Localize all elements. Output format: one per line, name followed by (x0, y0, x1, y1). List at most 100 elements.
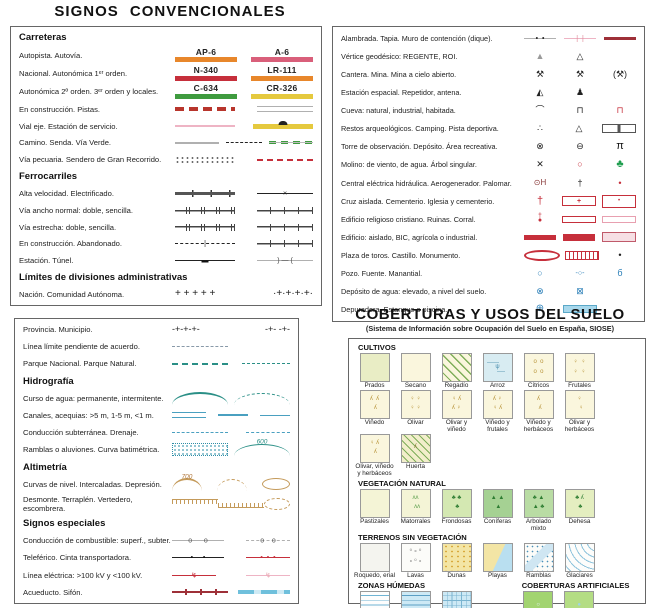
overlay-glyph: ↯ (265, 572, 271, 580)
overlay-glyph: 600 (256, 438, 268, 446)
cover-cell: ♣ ▲ ▲ ♣ Arbolado mixto (518, 488, 559, 533)
swatch-lavas: º ∘ º ∘ º ∘ (400, 543, 431, 573)
coberturas-header: COBERTURAS Y USOS DEL SUELO (Sistema de … (332, 306, 648, 333)
linea-electrica-alta-symbol: ↯ (172, 572, 216, 579)
legend-row: Nación. Comunidad Autónoma. + + + + + ·+·+… (19, 288, 313, 301)
overlay-glyph: · · (262, 429, 274, 437)
swatch-glaciares (564, 543, 595, 573)
swatch-pattern-glyphs: ʌʌ ʌʌ (412, 494, 421, 511)
cover-label: Viñedo (364, 418, 385, 426)
legend-row: En construcción. Pistas. (19, 103, 313, 116)
cover-cell: Glaciares (559, 543, 600, 580)
cover-cell: ʎ ʎ Viñedo y herbáceos (518, 389, 559, 434)
via-estrecha-doble-symbol (175, 223, 235, 231)
cover-label: Coníferas (483, 517, 512, 525)
torre-observacion-icon: ⊗ (536, 141, 544, 152)
section-header: Hidrografía (23, 375, 74, 387)
aerogenerador-icon: † (577, 177, 583, 188)
legend-symbols: ◭ ♟ (524, 88, 636, 97)
area-recreativa-icon: π (616, 140, 624, 153)
via-pecuaria-symbol (175, 156, 235, 164)
legend-label: Edificio religioso cristiano. Ruinas. Co… (341, 214, 476, 224)
legend-label: Desmonte. Terraplén. Vertedero, escombre… (23, 494, 133, 513)
cueva-natural-icon: ⌒ (535, 105, 545, 116)
manantial-icon: б (617, 267, 623, 278)
legend-label: En construcción. Abandonado. (19, 239, 123, 249)
cementerio-icon: + (562, 196, 596, 207)
legend-symbols (175, 156, 313, 164)
nacion-symbol: + + + + + (175, 288, 216, 300)
swatch-huerta: ʎ (400, 433, 431, 463)
cover-cell: ʌʌ ʌʌ Matorrales (395, 488, 436, 533)
swatch-playas (482, 543, 513, 573)
legend-row: Torre de observación. Depósito. Área rec… (341, 140, 636, 153)
cover-label: Frutales (568, 382, 591, 389)
road-code-label: AP-6 (195, 46, 217, 57)
legend-label: Cruz aislada. Cementerio. Iglesia y ceme… (341, 196, 495, 206)
swatch-pattern-glyphs: ʎ ♀ ♀ ʎ (492, 395, 503, 412)
swatch-vinedo: ʎ ʎ ʎ (359, 389, 390, 419)
legend-label: Vía ancho normal: doble, sencilla. (19, 205, 133, 215)
swatch-regadio (441, 353, 472, 382)
depresion-symbol (262, 478, 290, 491)
legend-row: Línea eléctrica: >100 kV y <100 kV. ↯ ↯ (23, 569, 290, 582)
legend-symbols: ⌒ ⊓ ⊓ (524, 106, 636, 115)
cover-cell: ʎ Huerta (395, 433, 436, 478)
cover-label: Matorrales (400, 517, 431, 525)
swatch-pattern-glyphs: ♀ ʎ ʎ ♀ (451, 395, 462, 412)
swatch-secano (400, 353, 431, 382)
via-estrecha-sencilla-symbol (257, 223, 313, 231)
legend-symbols: ⊗ ⊖ π (524, 141, 636, 152)
cover-cells: Prados Secano Regadío ψ Arroz o o o o Cítricos… (354, 353, 640, 478)
overlay-glyph: • • • (260, 554, 276, 562)
road-bar (251, 57, 313, 63)
swatch-pattern-glyphs: ♣ ♣ ♣ (451, 494, 462, 511)
legend-symbols: + + + + + ·+·+·+·+· (175, 289, 313, 299)
legend-symbols (175, 141, 313, 145)
cover-label: Olivar (407, 418, 424, 426)
curva-batimetrica-symbol: 600 (234, 439, 290, 456)
cover-cells: ○Parques y Jardines●Campo de Golf▪ ◆ ◆ ▪… (518, 591, 640, 608)
estacion-espacial-icon: ◭ (536, 87, 544, 98)
legend-label: Depuradora. Estanque o piscina. (341, 304, 448, 314)
swatch-vinedo-frutales: ʎ ♀ ♀ ʎ (482, 389, 513, 419)
legend-symbols: ✕ ○ ♣ (524, 159, 636, 170)
legend-row: Vía estrecha: doble, sencilla. (19, 221, 313, 234)
panel-carreteras-ferrocarriles: Carreteras Autopista. Autovía. AP-6 A-6 Naci… (10, 26, 322, 306)
legend-symbols (175, 106, 313, 113)
swatch-olivar-vinedo: ♀ ʎ ʎ ♀ (441, 389, 472, 419)
legend-symbols: † + • (524, 194, 636, 208)
legend-label: Curvas de nivel. Intercaladas. Depresión… (23, 479, 162, 489)
overlay-glyph: o o (260, 537, 276, 545)
cover-label: Arroz (489, 382, 506, 389)
swatch-prados (359, 353, 390, 382)
acueducto-symbol (172, 589, 228, 596)
legend-label: Torre de observación. Depósito. Área rec… (341, 142, 498, 152)
legend-label: Vía estrecha: doble, sencilla. (19, 222, 117, 232)
tapia-symbol: | | (564, 36, 596, 43)
overlay-glyph: 700 (181, 473, 193, 481)
canal-menor-symbol (260, 414, 290, 416)
swatch-pattern-glyphs: ♀ ♀ (577, 395, 584, 412)
legend-symbols: 700 (172, 474, 290, 491)
overlay-glyph: | | (576, 35, 584, 43)
legend-symbols: -+-+-+- -+- -+- (172, 325, 290, 334)
cover-cell: ♣ ♣ ♣ Frondosas (436, 488, 477, 533)
cover-cell: ʎ ʎ ʎ Viñedo (354, 389, 395, 434)
cover-cell: ʎ ♀ ♀ ʎ Viñedo y frutales (477, 389, 518, 434)
cover-cell: ●Campo de Golf (559, 591, 600, 608)
swatch-pattern-glyphs: ʎ ʎ (537, 395, 542, 412)
autopista-shield: AP-6 (175, 48, 237, 63)
cover-cell: ♀ ♀ Olivar y herbáceos (559, 389, 600, 434)
legend-row: Central eléctrica hidráulica. Aerogenera… (341, 177, 636, 190)
cover-cell: Playas (477, 543, 518, 580)
curso-intermitente-symbol (234, 392, 290, 405)
sendero-gr-symbol (257, 158, 313, 161)
legend-label: Cantera. Mina. Mina a cielo abierto. (341, 70, 457, 80)
legend-row: Curso de agua: permanente, intermitente. (23, 391, 290, 405)
cover-group: TERRENOS SIN VEGETACIÓN Roquedo, erial º ∘… (354, 532, 640, 580)
cover-label: Viñedo y herbáceos (523, 418, 554, 433)
cover-group-header: TERRENOS SIN VEGETACIÓN (358, 533, 467, 543)
cover-cell: Regadío (436, 353, 477, 390)
